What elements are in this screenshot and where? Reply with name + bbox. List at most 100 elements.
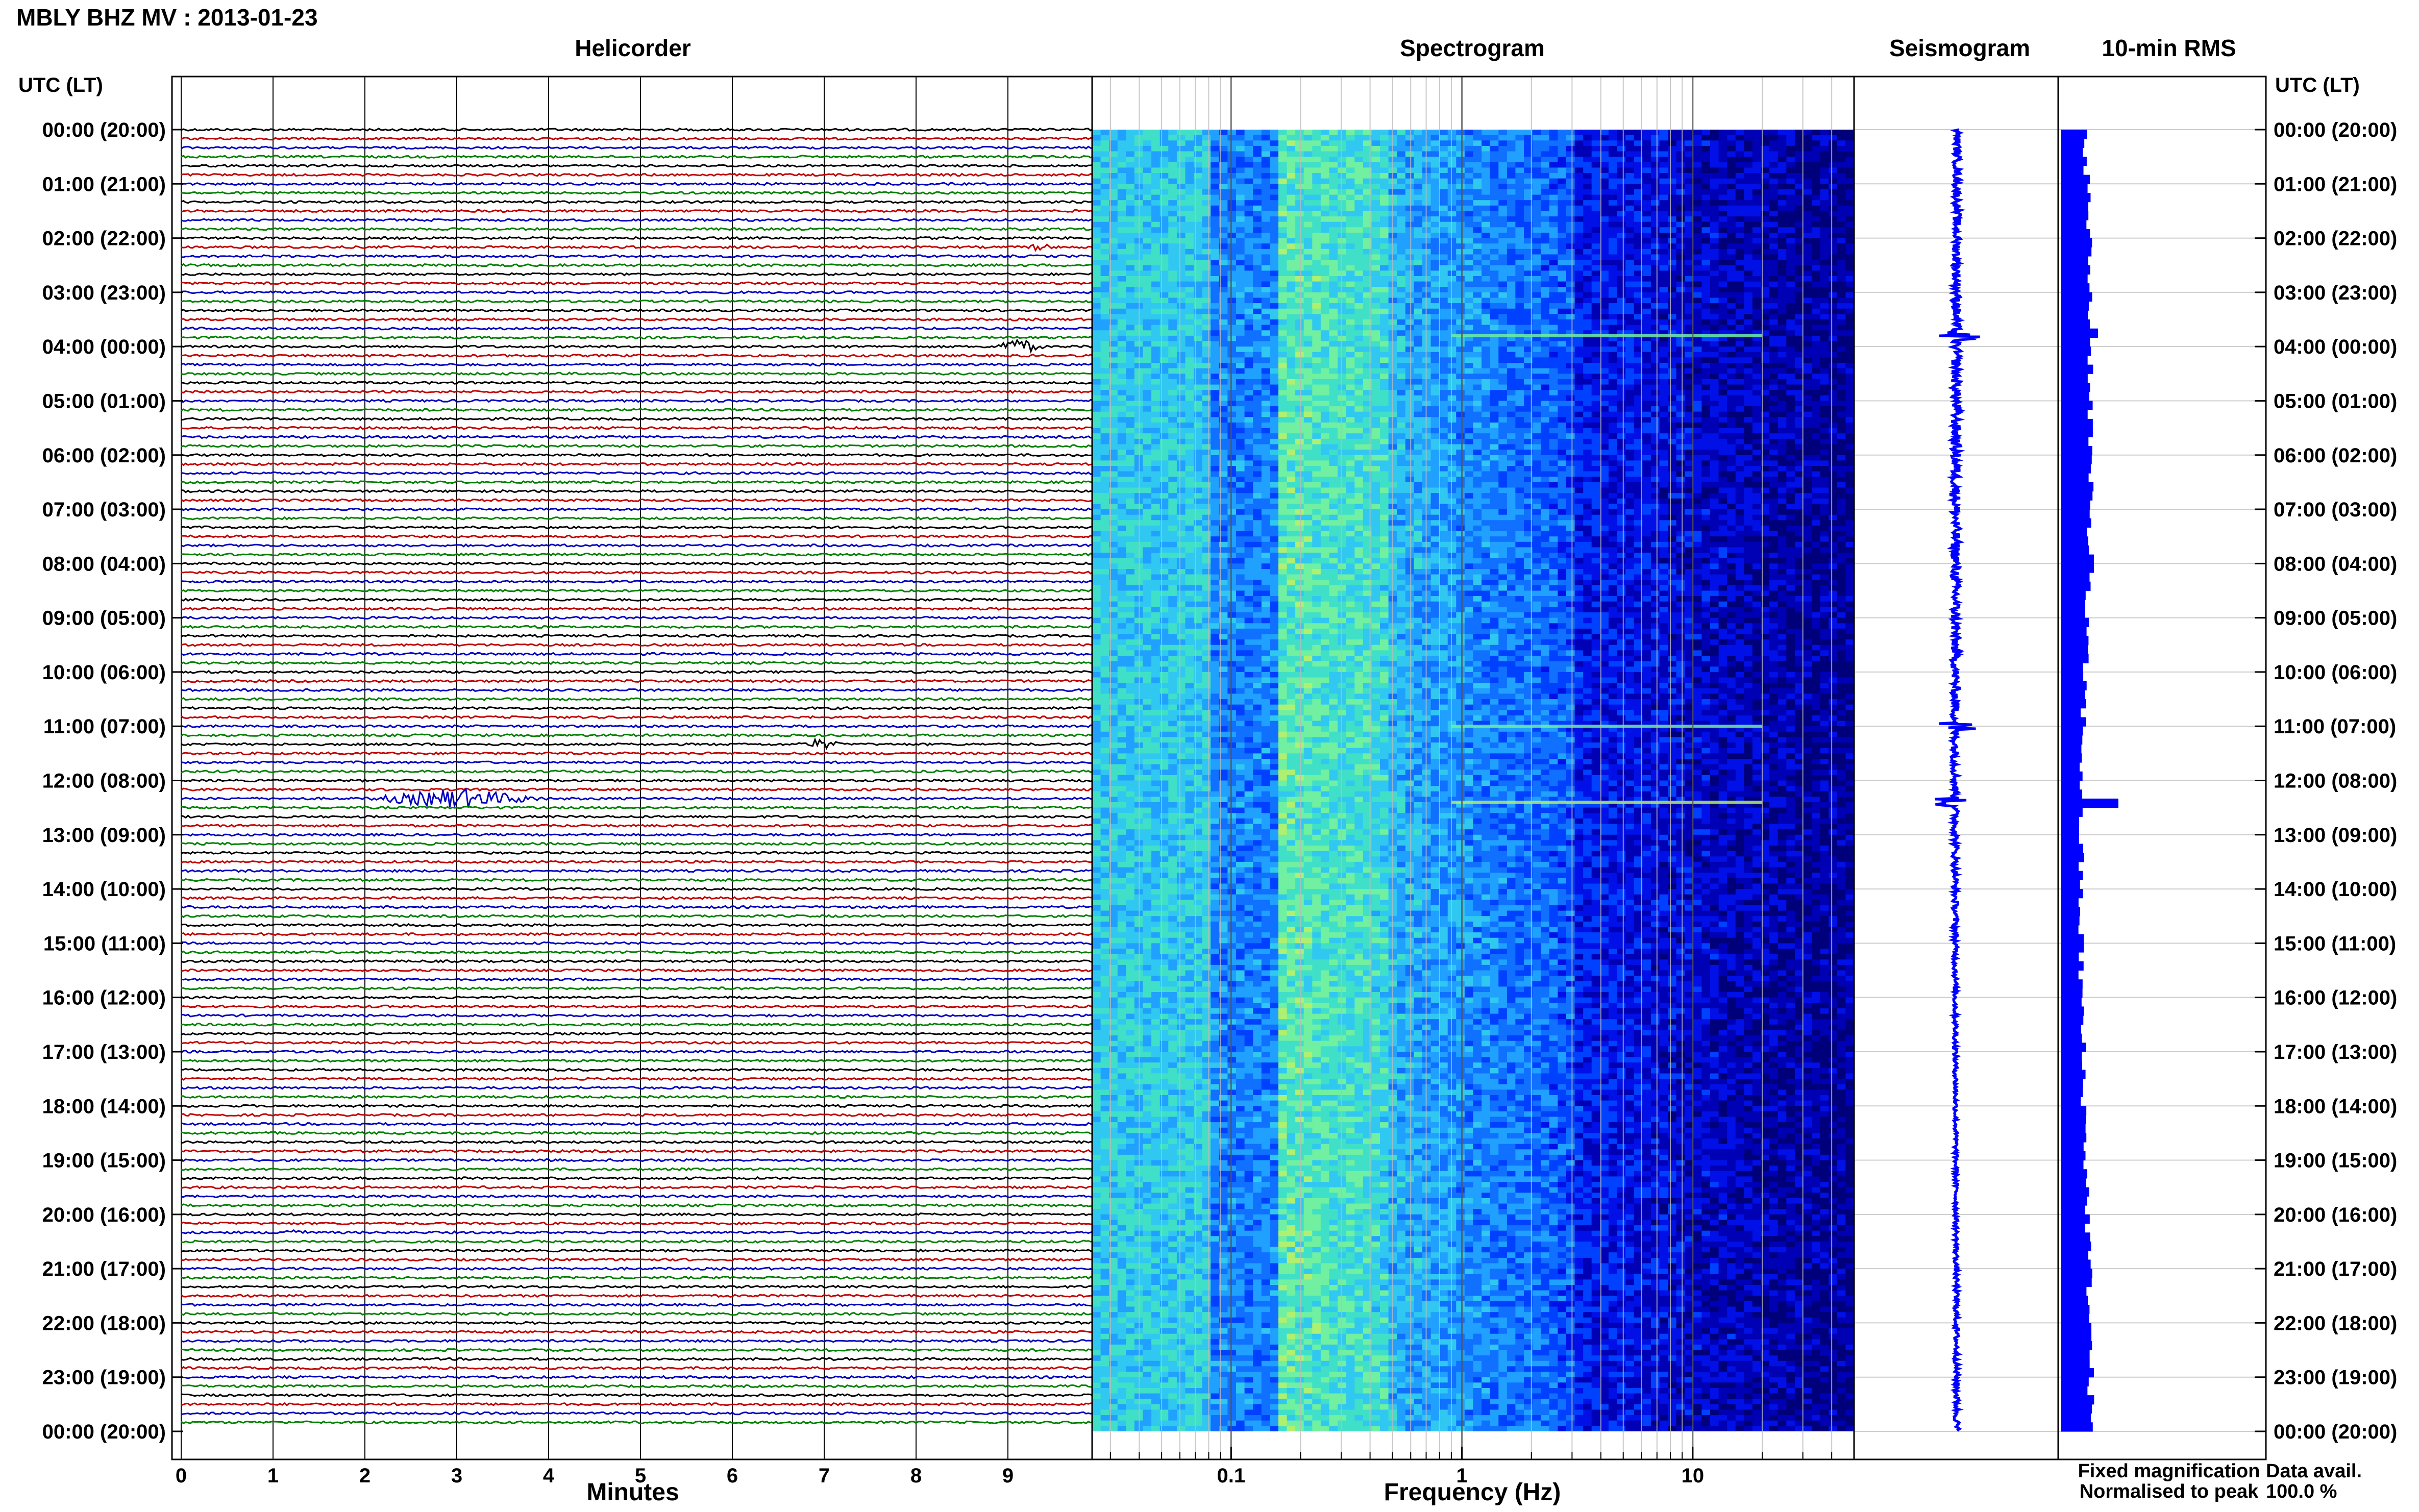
- spectrogram-cell: [1270, 211, 1278, 216]
- spectrogram-cell: [1625, 157, 1634, 162]
- spectrogram-cell: [1397, 173, 1405, 179]
- spectrogram-cell: [1312, 179, 1321, 184]
- spectrogram-cell: [1566, 346, 1575, 352]
- spectrogram-cell: [1405, 222, 1414, 228]
- spectrogram-cell: [1736, 282, 1744, 287]
- spectrogram-cell: [1253, 401, 1262, 407]
- spectrogram-cell: [1490, 243, 1499, 249]
- spectrogram-cell: [1186, 189, 1194, 195]
- spectrogram-cell: [1558, 206, 1566, 211]
- spectrogram-cell: [1533, 265, 1541, 271]
- spectrogram-cell: [1558, 173, 1566, 179]
- spectrogram-cell: [1186, 249, 1194, 255]
- spectrogram-cell: [1482, 200, 1490, 206]
- spectrogram-cell: [1465, 390, 1473, 395]
- spectrogram-cell: [1236, 130, 1245, 135]
- spectrogram-cell: [1177, 368, 1186, 374]
- spectrogram-cell: [1617, 352, 1626, 358]
- spectrogram-cell: [1312, 189, 1321, 195]
- spectrogram-cell: [1769, 135, 1778, 141]
- spectrogram-cell: [1693, 167, 1702, 173]
- spectrogram-cell: [1625, 162, 1634, 168]
- spectrogram-cell: [1769, 189, 1778, 195]
- spectrogram-cell: [1778, 346, 1787, 352]
- spectrogram-cell: [1431, 238, 1440, 244]
- spectrogram-cell: [1719, 287, 1727, 292]
- spectrogram-cell: [1312, 276, 1321, 282]
- spectrogram-cell: [1118, 167, 1126, 173]
- spectrogram-cell: [1719, 265, 1727, 271]
- spectrogram-cell: [1270, 276, 1278, 282]
- spectrogram-cell: [1465, 184, 1473, 189]
- spectrogram-cell: [1829, 216, 1837, 222]
- spectrogram-cell: [1820, 260, 1829, 265]
- spectrogram-cell: [1693, 319, 1702, 325]
- spectrogram-cell: [1262, 385, 1270, 390]
- spectrogram-cell: [1431, 385, 1440, 390]
- spectrogram-cell: [1431, 379, 1440, 385]
- spectrogram-cell: [1769, 357, 1778, 363]
- spectrogram-cell: [1752, 292, 1761, 298]
- spectrogram-cell: [1354, 227, 1363, 233]
- spectrogram-cell: [1414, 216, 1422, 222]
- spectrogram-cell: [1778, 270, 1787, 276]
- spectrogram-cell: [1245, 412, 1253, 417]
- spectrogram-cell: [1346, 206, 1355, 211]
- spectrogram-cell: [1270, 346, 1278, 352]
- spectrogram-cell: [1558, 341, 1566, 347]
- spectrogram-cell: [1507, 309, 1516, 314]
- spectrogram-cell: [1287, 184, 1296, 189]
- spectrogram-cell: [1829, 406, 1837, 412]
- spectrogram-cell: [1660, 206, 1668, 211]
- spectrogram-cell: [1211, 346, 1219, 352]
- spectrogram-cell: [1202, 255, 1211, 260]
- spectrogram-cell: [1304, 206, 1313, 211]
- spectrogram-cell: [1168, 357, 1177, 363]
- spectrogram-cell: [1566, 363, 1575, 368]
- spectrogram-cell: [1473, 152, 1482, 157]
- spectrogram-cell: [1515, 200, 1524, 206]
- spectrogram-cell: [1710, 195, 1719, 201]
- spectrogram-cell: [1541, 374, 1549, 379]
- spectrogram-cell: [1820, 412, 1829, 417]
- spectrogram-cell: [1186, 179, 1194, 184]
- spectrogram-cell: [1609, 173, 1617, 179]
- spectrogram-cell: [1778, 167, 1787, 173]
- spectrogram-cell: [1321, 152, 1329, 157]
- helicorder-line: [181, 183, 1098, 185]
- spectrogram-cell: [1414, 401, 1422, 407]
- spectrogram-cell: [1515, 222, 1524, 228]
- spectrogram-cell: [1583, 140, 1592, 146]
- spectrogram-cell: [1693, 200, 1702, 206]
- spectrogram-cell: [1245, 363, 1253, 368]
- spectrogram-cell: [1295, 314, 1304, 319]
- spectrogram-cell: [1609, 135, 1617, 141]
- spectrogram-cell: [1405, 406, 1414, 412]
- spectrogram-cell: [1371, 135, 1380, 141]
- spectrogram-cell: [1245, 336, 1253, 341]
- spectrogram-cell: [1448, 325, 1457, 331]
- spectrogram-cell: [1651, 157, 1660, 162]
- spectrogram-cell: [1245, 357, 1253, 363]
- spectrogram-cell: [1126, 341, 1134, 347]
- spectrogram-cell: [1660, 276, 1668, 282]
- spectrogram-cell: [1405, 298, 1414, 304]
- spectrogram-cell: [1533, 319, 1541, 325]
- spectrogram-cell: [1812, 270, 1820, 276]
- spectrogram-cell: [1439, 189, 1448, 195]
- spectrogram-cell: [1371, 238, 1380, 244]
- spectrogram-cell: [1295, 336, 1304, 341]
- spectrogram-cell: [1354, 167, 1363, 173]
- spectrogram-cell: [1211, 260, 1219, 265]
- spectrogram-cell: [1211, 211, 1219, 216]
- spectrogram-cell: [1101, 211, 1109, 216]
- spectrogram-cell: [1820, 406, 1829, 412]
- spectrogram-cell: [1465, 412, 1473, 417]
- spectrogram-cell: [1414, 395, 1422, 401]
- spectrogram-cell: [1338, 282, 1346, 287]
- spectrogram-cell: [1312, 211, 1321, 216]
- spectrogram-cell: [1795, 395, 1804, 401]
- spectrogram-cell: [1845, 374, 1854, 379]
- helicorder-line: [181, 282, 1098, 284]
- helicorder-line: [181, 400, 1098, 402]
